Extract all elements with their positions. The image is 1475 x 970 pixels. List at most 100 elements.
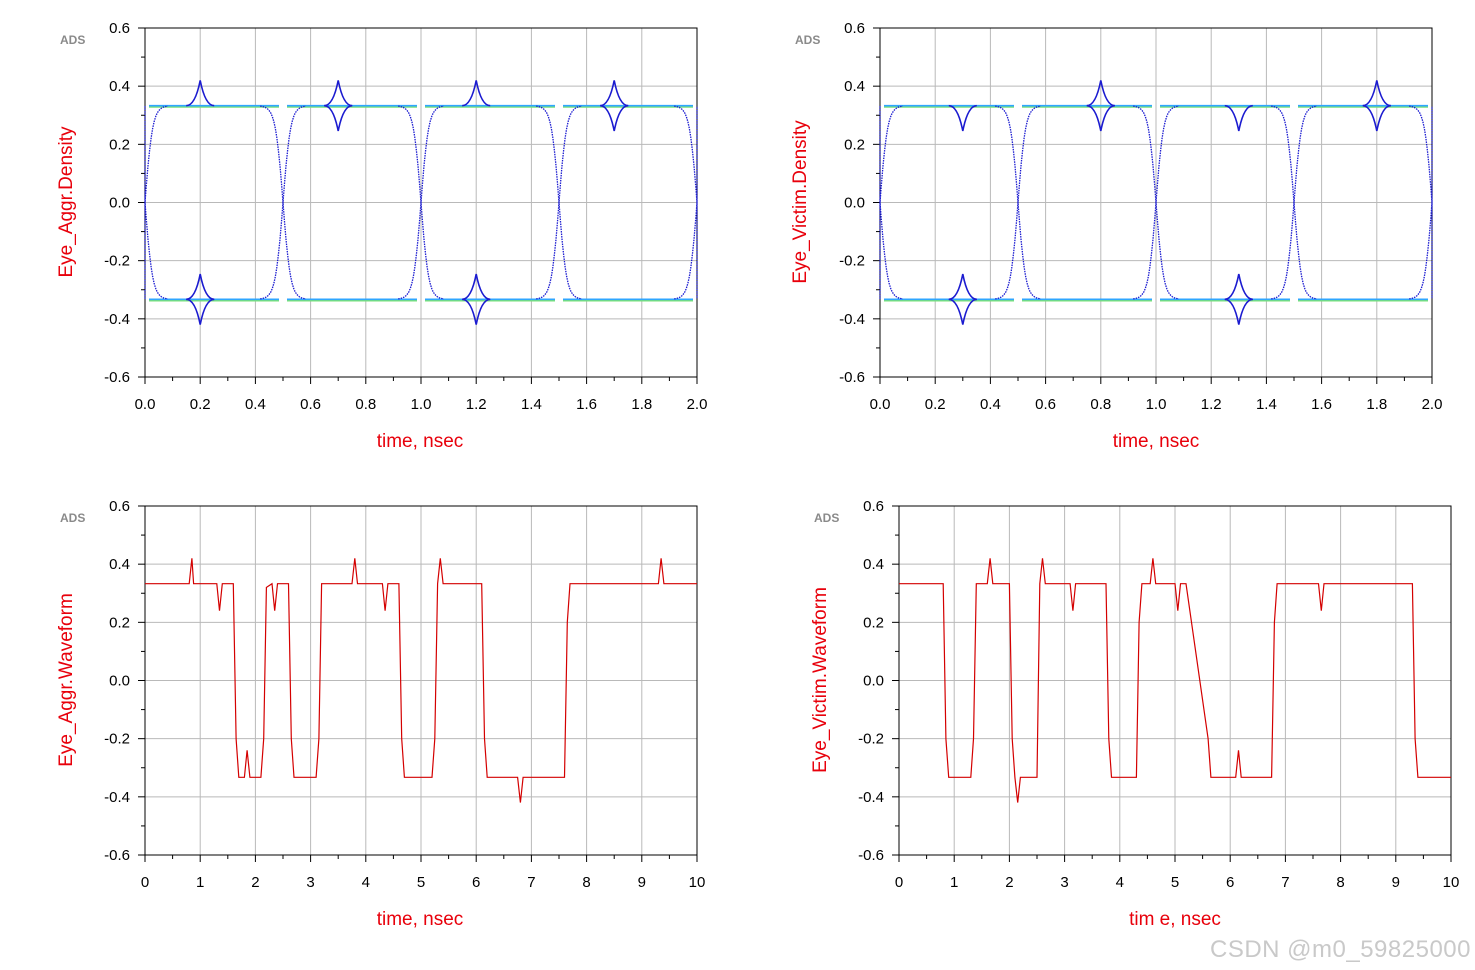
y-tick-label: -0.2 (839, 253, 865, 270)
y-tick-label: -0.6 (858, 847, 884, 864)
waveform-series (145, 558, 697, 803)
x-tick-label: 0.2 (925, 396, 946, 413)
eye-crosstalk-bump (1362, 80, 1391, 107)
y-axis-title: Eye_Aggr.Density (56, 126, 77, 278)
x-tick-label: 10 (1443, 874, 1460, 891)
eye-falling-edge (995, 105, 1041, 300)
x-axis-title: time, nsec (1113, 431, 1200, 452)
eye-crosstalk-bump (600, 104, 629, 132)
x-tick-label: 7 (1281, 874, 1289, 891)
x-tick-label: 8 (1336, 874, 1344, 891)
x-tick-label: 9 (1392, 874, 1400, 891)
x-tick-label: 2.0 (687, 396, 708, 413)
y-tick-label: -0.4 (839, 311, 865, 328)
eye-crosstalk-bump (462, 298, 491, 325)
eye-crosstalk-bump (948, 298, 977, 325)
x-tick-label: 1.4 (1256, 396, 1277, 413)
y-tick-label: 0.2 (109, 614, 130, 631)
x-tick-label: 0.2 (190, 396, 211, 413)
x-tick-label: 1 (950, 874, 958, 891)
y-tick-label: -0.6 (839, 369, 865, 386)
x-tick-label: 2.0 (1422, 396, 1443, 413)
y-axis-title: Eye_Aggr.Waveform (56, 593, 77, 767)
eye-falling-edge (879, 106, 903, 300)
eye-falling-edge (1133, 105, 1179, 300)
x-tick-label: 6 (472, 874, 480, 891)
x-tick-label: 2 (251, 874, 259, 891)
x-tick-label: 1.8 (1366, 396, 1387, 413)
x-tick-label: 6 (1226, 874, 1234, 891)
y-tick-label: 0.0 (863, 673, 884, 690)
x-tick-label: 10 (689, 874, 706, 891)
x-tick-label: 1.6 (576, 396, 597, 413)
x-tick-label: 9 (638, 874, 646, 891)
x-tick-label: 0.8 (1090, 396, 1111, 413)
eye-falling-edge (1409, 105, 1433, 299)
ads-badge: ADS (60, 33, 85, 47)
x-tick-label: 1.2 (1201, 396, 1222, 413)
chart-3: 0 1 2 3 4 5 6 7 8 9 10 0.6 0.4 0.2 0.0 -0.2 -0.4 -0.6 ADS t… (56, 498, 705, 930)
ads-badge: ADS (795, 33, 820, 47)
chart-4: 0 1 2 3 4 5 6 7 8 9 10 0.6 0.4 0.2 0.0 -0.2 -0.4 -0.6 ADS t… (810, 498, 1459, 930)
x-tick-label: 5 (417, 874, 425, 891)
eye-crosstalk-bump (324, 104, 353, 132)
x-tick-label: 1.2 (466, 396, 487, 413)
eye-falling-edge (1271, 105, 1317, 300)
x-tick-label: 0 (895, 874, 903, 891)
y-axis-title: Eye_Victim.Density (790, 120, 811, 284)
eye-falling-edge (674, 105, 698, 299)
y-tick-label: -0.2 (104, 731, 130, 748)
eye-crosstalk-bump (186, 80, 215, 107)
x-tick-label: 3 (1060, 874, 1068, 891)
x-tick-label: 1.0 (1146, 396, 1167, 413)
y-tick-label: 0.4 (863, 556, 884, 573)
y-tick-label: 0.4 (844, 78, 865, 95)
x-tick-label: 1.4 (521, 396, 542, 413)
grid (144, 505, 698, 856)
x-tick-label: 3 (306, 874, 314, 891)
eye-crosstalk-bump (1086, 80, 1115, 107)
eye-crosstalk-bump (462, 273, 491, 301)
x-tick-label: 4 (1116, 874, 1124, 891)
eye-crosstalk-bump (186, 298, 215, 325)
x-tick-label: 1.6 (1311, 396, 1332, 413)
x-tick-label: 0.4 (980, 396, 1001, 413)
y-tick-label: 0.6 (844, 20, 865, 37)
x-tick-label: 0.0 (135, 396, 156, 413)
eye-crosstalk-bump (186, 273, 215, 301)
y-tick-label: 0.0 (109, 195, 130, 212)
eye-crosstalk-bump (1224, 104, 1253, 132)
x-tick-label: 1.8 (631, 396, 652, 413)
x-tick-label: 0.4 (245, 396, 266, 413)
y-tick-label: 0.2 (109, 136, 130, 153)
eye-crosstalk-bump (948, 104, 977, 132)
y-axis-title: Eye_Victim.Waveform (810, 587, 831, 773)
eye-crosstalk-bump (324, 80, 353, 107)
x-tick-label: 0.0 (870, 396, 891, 413)
eye-crosstalk-bump (1086, 104, 1115, 132)
chart-1: 0.0 0.2 0.4 0.6 0.8 1.0 1.2 1.4 1.6 1.8 2.0 0.6 0.4 0… (56, 20, 707, 452)
eye-crosstalk-bump (462, 80, 491, 107)
y-tick-label: -0.6 (104, 847, 130, 864)
x-tick-label: 0.6 (300, 396, 321, 413)
x-tick-label: 5 (1171, 874, 1179, 891)
ads-badge: ADS (814, 511, 839, 525)
x-tick-label: 2 (1005, 874, 1013, 891)
eye-crosstalk-bump (1224, 273, 1253, 301)
eye-falling-edge (398, 105, 444, 300)
y-tick-label: 0.6 (109, 20, 130, 37)
x-tick-label: 0.8 (355, 396, 376, 413)
y-tick-label: 0.6 (863, 498, 884, 515)
y-tick-label: 0.6 (109, 498, 130, 515)
chart-2: 0.0 0.2 0.4 0.6 0.8 1.0 1.2 1.4 1.6 1.8 2.0 0.6 0.4 0… (790, 20, 1442, 452)
eye-crosstalk-bump (1362, 104, 1391, 132)
x-tick-label: 7 (527, 874, 535, 891)
y-tick-label: 0.2 (844, 136, 865, 153)
eye-falling-edge (144, 106, 168, 300)
y-tick-label: -0.4 (104, 789, 130, 806)
x-tick-label: 1 (196, 874, 204, 891)
x-tick-label: 8 (582, 874, 590, 891)
eye-series (879, 80, 1433, 325)
y-tick-label: 0.2 (863, 614, 884, 631)
